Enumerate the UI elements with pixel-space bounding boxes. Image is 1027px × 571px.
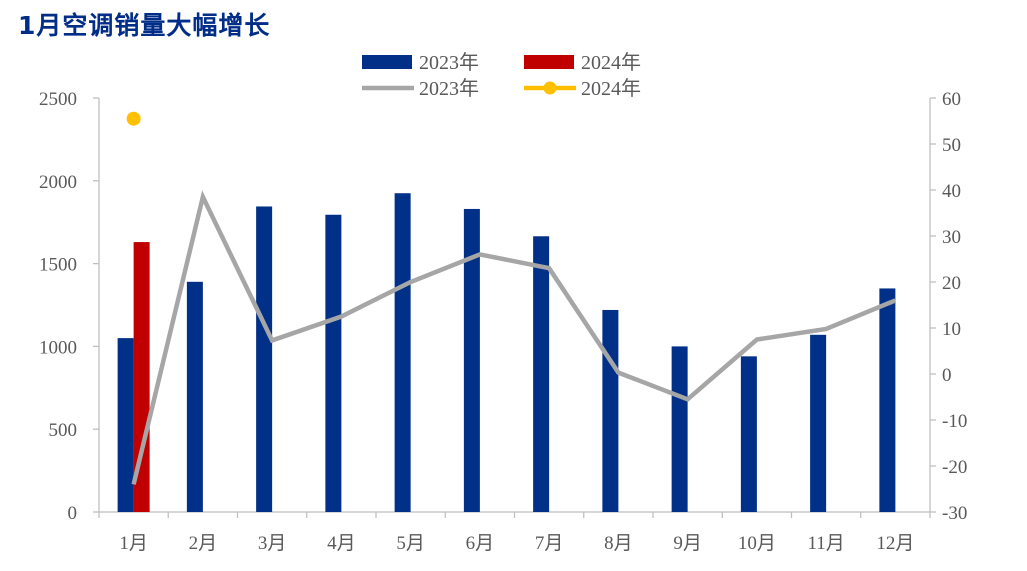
- x-tick-label: 10月: [738, 533, 776, 554]
- bar: [602, 309, 619, 512]
- bar: [256, 206, 273, 512]
- lines: [126, 111, 897, 485]
- x-tick-label: 1月: [119, 533, 148, 554]
- bar: [133, 242, 150, 512]
- legend: 2023年 2024年 2023年 2024年: [362, 51, 641, 100]
- axes: 0 500 1000 1500 2000 2500 -30 -20 -10 0 10 20 30 40 50…: [39, 89, 967, 554]
- legend-swatch: [362, 55, 412, 69]
- series-line: [131, 190, 897, 485]
- bar: [394, 193, 411, 512]
- x-tick-label: 9月: [673, 533, 702, 554]
- x-tick-label: 8月: [604, 533, 633, 554]
- legend-marker: [543, 81, 557, 95]
- bar: [810, 334, 827, 512]
- left-tick-label: 2000: [39, 172, 77, 193]
- right-tick-label: 0: [942, 365, 952, 386]
- x-tick-label: 11月: [807, 533, 844, 554]
- bar: [325, 214, 342, 513]
- left-tick-label: 0: [68, 503, 78, 524]
- x-tick-label: 3月: [258, 533, 287, 554]
- bar: [186, 281, 203, 512]
- right-tick-label: 40: [942, 181, 961, 202]
- right-tick-label: -20: [942, 457, 967, 478]
- series-point: [126, 111, 141, 126]
- chart-title: 1月空调销量大幅增长: [18, 11, 271, 40]
- bar: [463, 208, 480, 512]
- x-tick-label: 2月: [189, 533, 218, 554]
- x-tick-label: 12月: [876, 533, 914, 554]
- bar: [879, 288, 896, 512]
- right-tick-label: 60: [942, 89, 961, 110]
- bar: [740, 356, 757, 512]
- x-tick-label: 6月: [466, 533, 495, 554]
- bar: [533, 236, 550, 512]
- legend-label: 2023年: [419, 51, 479, 74]
- right-tick-label: 30: [942, 227, 961, 248]
- legend-label: 2024年: [581, 77, 641, 100]
- left-tick-label: 1500: [39, 255, 77, 276]
- bar: [117, 338, 134, 512]
- right-tick-label: 50: [942, 135, 961, 156]
- right-tick-label: 20: [942, 273, 961, 294]
- x-tick-label: 5月: [396, 533, 425, 554]
- legend-swatch: [524, 55, 574, 69]
- left-tick-label: 1000: [39, 337, 77, 358]
- right-tick-label: -10: [942, 411, 967, 432]
- legend-label: 2023年: [419, 77, 479, 100]
- right-tick-label: -30: [942, 503, 967, 524]
- bar: [671, 346, 688, 512]
- bars: [117, 193, 896, 513]
- right-tick-label: 10: [942, 319, 961, 340]
- left-tick-label: 2500: [39, 89, 77, 110]
- left-tick-label: 500: [49, 420, 78, 441]
- legend-label: 2024年: [581, 51, 641, 74]
- x-tick-label: 4月: [327, 533, 356, 554]
- x-tick-label: 7月: [535, 533, 564, 554]
